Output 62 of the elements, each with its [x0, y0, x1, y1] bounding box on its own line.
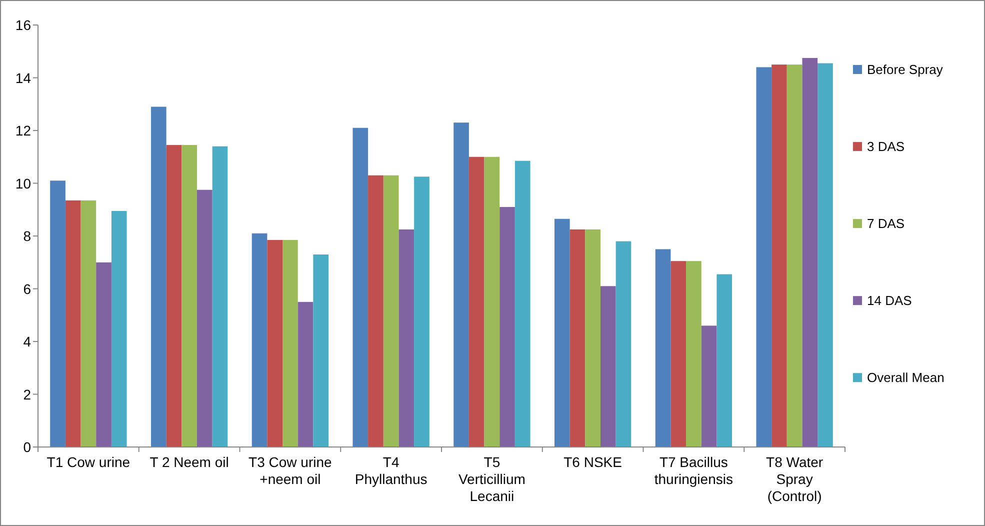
y-tick-label: 10 [15, 175, 32, 192]
bar [96, 262, 112, 447]
legend-label: 14 DAS [867, 293, 912, 308]
bar [484, 156, 500, 447]
bar [570, 229, 586, 447]
bar [80, 200, 96, 447]
bar [50, 180, 66, 447]
bar [786, 64, 802, 447]
bar [716, 274, 732, 447]
bar [150, 106, 166, 447]
bar [616, 241, 632, 447]
y-tick-label: 6 [23, 280, 32, 297]
x-tick-label: T7 Bacillus thuringiensis [654, 454, 733, 487]
bar [585, 229, 600, 447]
y-tick-label: 16 [15, 17, 32, 33]
bar [111, 210, 127, 447]
legend-label: Overall Mean [867, 370, 944, 386]
bar [600, 286, 616, 447]
x-tick-label: T8 Water Spray (Control) [766, 454, 824, 504]
y-tick-label: 2 [23, 386, 32, 402]
bar [772, 64, 787, 447]
bar [398, 229, 414, 447]
bar [414, 176, 430, 447]
legend-label: 7 DAS [867, 216, 905, 232]
bar [282, 240, 298, 447]
bar [196, 190, 212, 447]
y-tick-label: 12 [15, 122, 32, 138]
bar [267, 240, 283, 447]
bar [352, 128, 368, 447]
bar [383, 175, 399, 447]
x-tick-label: T4 Phyllanthus [354, 454, 428, 487]
bar [368, 175, 384, 447]
bar [166, 145, 182, 447]
x-tick-label: T6 NSKE [564, 454, 622, 470]
bar [686, 261, 702, 447]
bar [818, 63, 833, 447]
bar [313, 254, 329, 447]
y-tick-label: 14 [15, 70, 32, 86]
bar [212, 146, 228, 447]
bar [468, 156, 484, 447]
bar [454, 122, 469, 447]
bar [252, 233, 268, 447]
x-tick-label: T 2 Neem oil [150, 454, 229, 470]
bar [500, 206, 515, 447]
x-tick-label: T5 Verticillium Lecanii [458, 454, 526, 504]
bar [65, 200, 81, 447]
bar [802, 58, 818, 447]
bar [701, 326, 717, 447]
legend-label: Before Spray [867, 62, 944, 77]
bar [298, 302, 314, 447]
y-tick-label: 4 [23, 334, 32, 350]
bar [514, 160, 530, 447]
y-tick-label: 8 [23, 228, 32, 244]
x-tick-label: T3 Cow urine +neem oil [248, 454, 332, 487]
x-tick-label: T1 Cow urine [46, 454, 130, 470]
bar [554, 218, 570, 447]
legend-label: 3 DAS [867, 139, 905, 154]
bar [670, 261, 686, 447]
bar [756, 67, 772, 447]
y-tick-label: 0 [23, 439, 32, 455]
bar [182, 145, 197, 447]
bar [655, 249, 671, 447]
